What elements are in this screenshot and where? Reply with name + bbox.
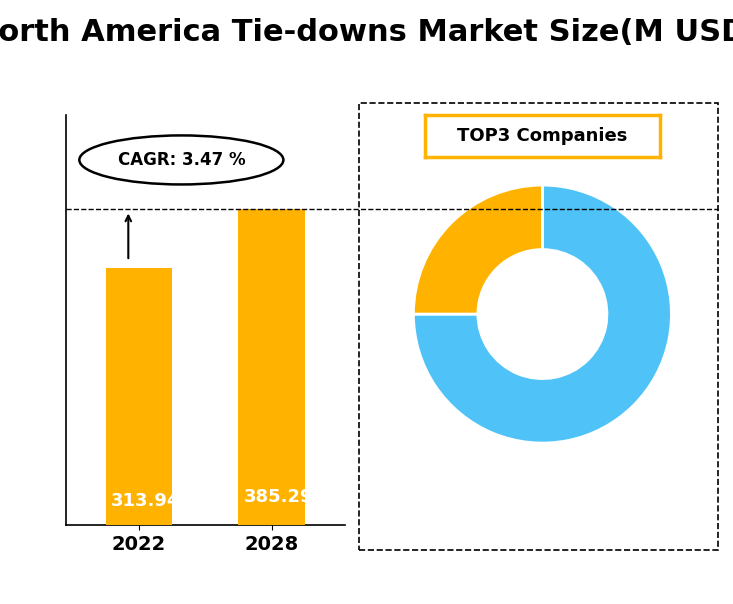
Text: North America Tie-downs Market Size(M USD): North America Tie-downs Market Size(M US…: [0, 18, 733, 47]
Bar: [106, 268, 172, 525]
Text: TOP3 Companies: TOP3 Companies: [457, 127, 627, 145]
Bar: [238, 209, 305, 525]
Wedge shape: [413, 185, 671, 443]
Wedge shape: [413, 185, 542, 314]
Text: 313.94: 313.94: [111, 492, 180, 510]
Text: CAGR: 3.47 %: CAGR: 3.47 %: [117, 151, 245, 169]
Text: 385.29: 385.29: [243, 489, 313, 507]
